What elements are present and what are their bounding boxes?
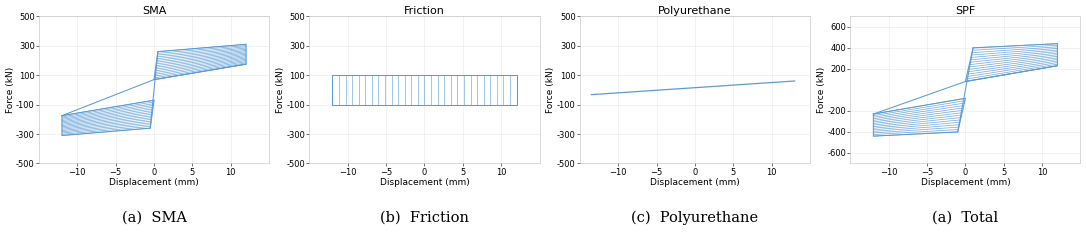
Text: (b)  Friction: (b) Friction xyxy=(380,210,469,224)
Y-axis label: Force (kN): Force (kN) xyxy=(5,67,14,113)
Title: SMA: SMA xyxy=(142,6,166,16)
X-axis label: Displacement (mm): Displacement (mm) xyxy=(380,178,469,187)
Y-axis label: Force (kN): Force (kN) xyxy=(546,67,555,113)
Title: SPF: SPF xyxy=(956,6,975,16)
Text: (a)  SMA: (a) SMA xyxy=(122,210,187,224)
Text: (c)  Polyurethane: (c) Polyurethane xyxy=(631,210,758,225)
X-axis label: Displacement (mm): Displacement (mm) xyxy=(110,178,199,187)
X-axis label: Displacement (mm): Displacement (mm) xyxy=(921,178,1010,187)
Y-axis label: Force (kN): Force (kN) xyxy=(276,67,285,113)
X-axis label: Displacement (mm): Displacement (mm) xyxy=(651,178,740,187)
Y-axis label: Force (kN): Force (kN) xyxy=(817,67,826,113)
Title: Polyurethane: Polyurethane xyxy=(658,6,732,16)
Text: (a)  Total: (a) Total xyxy=(933,210,998,224)
Title: Friction: Friction xyxy=(404,6,445,16)
